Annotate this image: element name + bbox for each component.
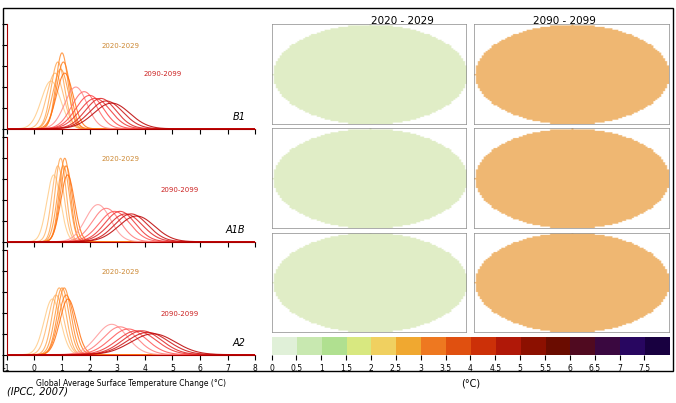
X-axis label: (°C): (°C) xyxy=(461,379,480,389)
Text: 2020-2029: 2020-2029 xyxy=(101,269,139,275)
Text: A2: A2 xyxy=(233,339,245,348)
Text: A1B: A1B xyxy=(226,225,245,235)
Text: 2090 - 2099: 2090 - 2099 xyxy=(533,16,596,26)
Text: 2020-2029: 2020-2029 xyxy=(101,156,139,162)
Text: B1: B1 xyxy=(233,112,245,123)
Text: 2090-2099: 2090-2099 xyxy=(161,311,199,317)
Text: 2020 - 2029: 2020 - 2029 xyxy=(370,16,434,26)
Text: (IPCC, 2007): (IPCC, 2007) xyxy=(7,387,68,397)
X-axis label: Global Average Surface Temperature Change (°C): Global Average Surface Temperature Chang… xyxy=(36,379,226,388)
Text: 2090-2099: 2090-2099 xyxy=(161,187,199,193)
Text: 2090-2099: 2090-2099 xyxy=(143,71,182,77)
Text: 2020-2029: 2020-2029 xyxy=(101,43,139,49)
